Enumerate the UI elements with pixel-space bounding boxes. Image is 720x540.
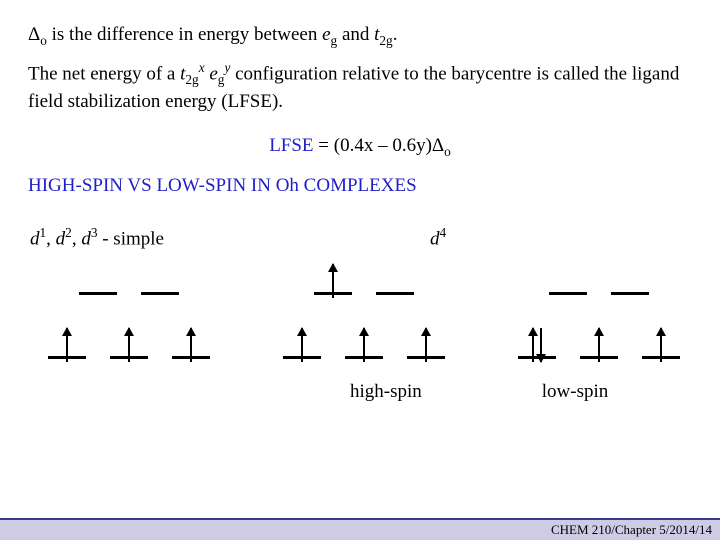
diagram-high-spin	[271, 265, 458, 359]
electron-down-icon	[540, 328, 542, 362]
diagram-low-spin	[505, 265, 692, 359]
orbital-level	[407, 329, 445, 359]
electron-up-icon	[425, 328, 427, 362]
orbital-level	[376, 265, 414, 295]
low-spin-label: low-spin	[542, 381, 609, 403]
orbital-level	[314, 265, 352, 295]
high-spin-label: high-spin	[350, 381, 422, 403]
orbital-level	[611, 265, 649, 295]
delta-definition: Δo is the difference in energy between e…	[28, 24, 692, 49]
lfse-definition: The net energy of a t2gx egy configurati…	[28, 59, 692, 115]
config-labels: d1, d2, d3 - simple d4	[28, 225, 692, 250]
orbital-level	[549, 265, 587, 295]
page-footer: CHEM 210/Chapter 5/2014/14	[0, 518, 720, 540]
diagram-d3	[36, 265, 223, 359]
d4-label: d4	[430, 225, 446, 250]
orbital-level	[141, 265, 179, 295]
electron-up-icon	[190, 328, 192, 362]
orbital-level	[580, 329, 618, 359]
electron-up-icon	[598, 328, 600, 362]
orbital-diagrams	[36, 265, 692, 359]
orbital-level	[110, 329, 148, 359]
simple-configs-label: d1, d2, d3 - simple	[30, 225, 164, 250]
orbital-level	[172, 329, 210, 359]
orbital-level	[283, 329, 321, 359]
spin-labels-row: high-spin low-spin	[28, 381, 692, 403]
electron-up-icon	[66, 328, 68, 362]
orbital-level	[518, 329, 556, 359]
orbital-level	[642, 329, 680, 359]
electron-up-icon	[363, 328, 365, 362]
electron-up-icon	[660, 328, 662, 362]
orbital-level	[79, 265, 117, 295]
lfse-formula: LFSE = (0.4x – 0.6y)Δo	[28, 135, 692, 160]
section-heading: HIGH-SPIN VS LOW-SPIN IN Oh COMPLEXES	[28, 175, 692, 197]
electron-up-icon	[532, 328, 534, 362]
electron-up-icon	[301, 328, 303, 362]
delta-symbol: Δ	[28, 24, 40, 45]
orbital-level	[345, 329, 383, 359]
delta-sub: o	[40, 33, 47, 48]
electron-up-icon	[332, 264, 334, 298]
lfse-label: LFSE	[269, 135, 313, 156]
electron-up-icon	[128, 328, 130, 362]
orbital-level	[48, 329, 86, 359]
